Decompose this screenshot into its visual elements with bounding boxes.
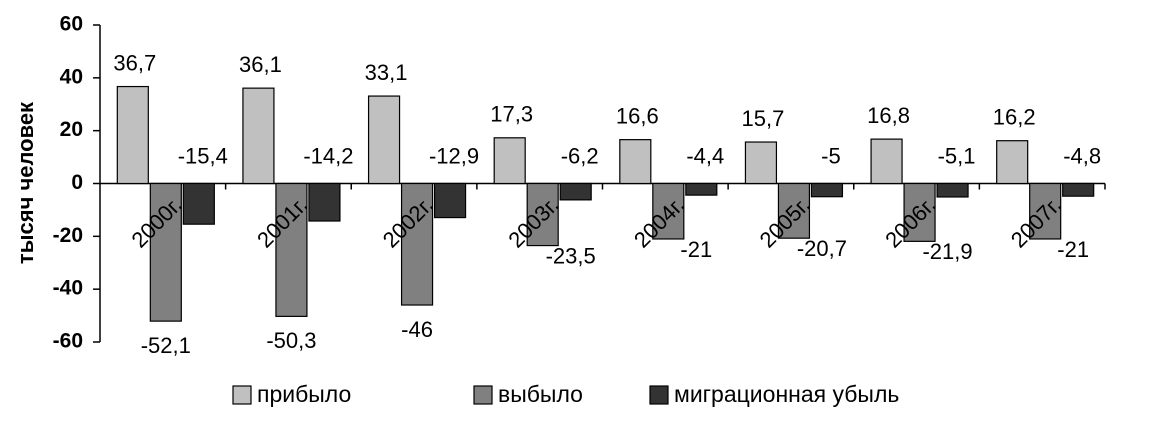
legend-label: миграционная убыль <box>674 381 899 407</box>
data-label: 16,8 <box>867 103 910 128</box>
legend: прибыло выбыло миграционная убыль <box>232 381 899 407</box>
y-tick-label: 0 <box>71 171 83 194</box>
y-tick-label: 60 <box>60 13 83 36</box>
data-label: -50,3 <box>266 328 316 353</box>
bar <box>652 182 685 240</box>
data-label: -21,9 <box>922 239 972 264</box>
y-tick-label: 40 <box>60 65 83 88</box>
bar <box>936 182 969 198</box>
data-label: -21 <box>680 237 712 262</box>
bar <box>493 137 526 185</box>
bar <box>777 182 811 239</box>
y-tick-label: -20 <box>53 224 83 247</box>
data-label: 33,1 <box>365 60 408 85</box>
bar <box>275 182 308 317</box>
bar <box>996 140 1029 185</box>
data-label: -5,1 <box>938 143 976 168</box>
bar <box>116 85 149 185</box>
data-label: -14,2 <box>303 143 353 168</box>
bar <box>149 182 182 322</box>
data-label: 17,3 <box>490 102 533 127</box>
data-label: 16,6 <box>616 103 659 128</box>
bar <box>619 139 652 185</box>
bar <box>685 182 718 196</box>
bar <box>182 182 215 225</box>
data-label: -23,5 <box>546 243 596 268</box>
y-axis-label: тысяч человек <box>13 101 38 264</box>
bar <box>810 182 844 198</box>
bar <box>559 182 592 201</box>
bar <box>400 182 434 306</box>
data-label: -4,8 <box>1063 143 1101 168</box>
data-label: 36,7 <box>113 50 156 75</box>
data-label: 15,7 <box>742 106 785 131</box>
bar <box>242 87 275 185</box>
data-label: -15,4 <box>178 143 228 168</box>
data-label: -20,7 <box>797 236 847 261</box>
data-label: 36,1 <box>239 52 282 77</box>
bar <box>308 182 341 222</box>
legend-swatch <box>649 385 669 405</box>
data-label: -5 <box>821 143 841 168</box>
bar <box>903 182 936 242</box>
y-tick-label: 20 <box>60 118 83 141</box>
legend-label: выбыло <box>498 381 583 407</box>
data-label: -4,4 <box>686 143 724 168</box>
data-label: -6,2 <box>561 143 599 168</box>
y-tick-label: -60 <box>53 330 83 353</box>
legend-label: прибыло <box>257 381 351 407</box>
legend-swatch <box>473 385 493 405</box>
y-tick-label: -40 <box>53 277 83 300</box>
data-label: -12,9 <box>429 143 479 168</box>
bar <box>744 141 778 185</box>
bar <box>1029 182 1062 240</box>
data-label: 16,2 <box>993 105 1036 130</box>
bar <box>1062 182 1095 197</box>
bar <box>367 95 401 185</box>
data-label: -52,1 <box>141 333 191 358</box>
axes: 60 40 20 0 -20 -40 -60 <box>53 13 1106 353</box>
data-label: -21 <box>1057 237 1089 262</box>
bars <box>116 85 1095 322</box>
bar <box>433 182 467 219</box>
data-label: -46 <box>401 317 433 342</box>
legend-swatch <box>232 385 252 405</box>
bar <box>526 182 559 247</box>
bar <box>870 138 903 185</box>
